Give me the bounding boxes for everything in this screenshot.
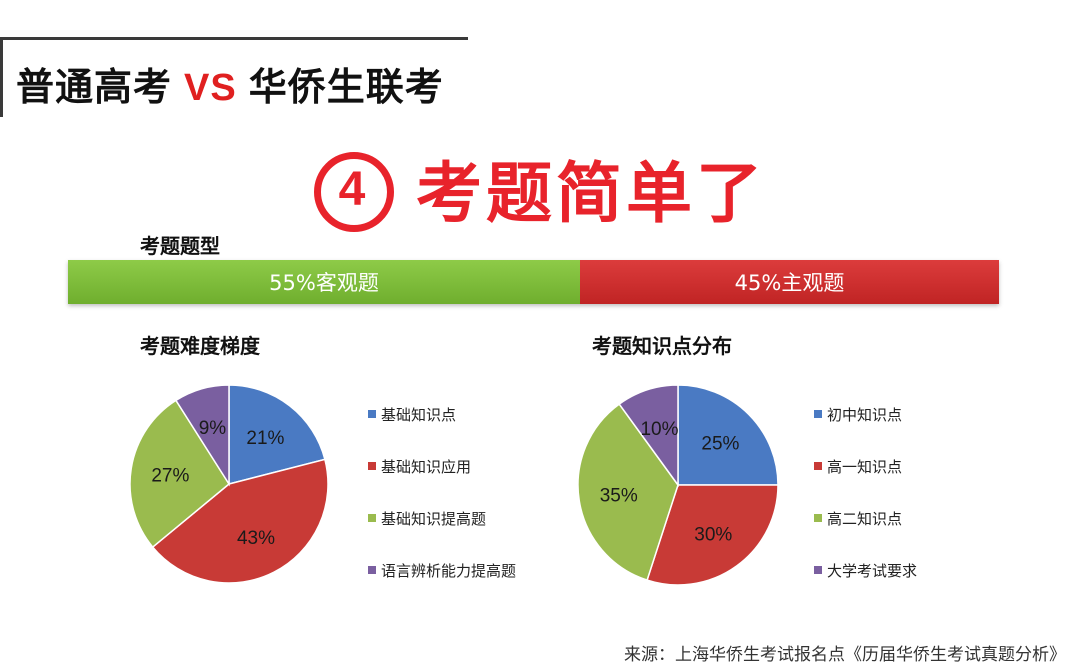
legend-swatch-red	[368, 462, 376, 470]
legend-swatch-red	[814, 462, 822, 470]
pie-slice-label: 27%	[151, 466, 189, 487]
legend-label: 高一知识点	[827, 457, 903, 476]
source-note: 来源：上海华侨生考试报名点《历届华侨生考试真题分析》	[624, 645, 1066, 665]
pie-slice-2	[646, 484, 779, 586]
header-left-rule	[0, 37, 3, 117]
difficulty-pie-chart: 21% 43% 27% 9%	[129, 384, 329, 584]
legend-label: 大学考试要求	[827, 561, 918, 580]
knowledge-legend: 初中知识点 高一知识点 高二知识点 大学考试要求	[814, 388, 917, 596]
headline: 4 考题简单了	[0, 140, 1080, 238]
circled-number: 4	[314, 151, 394, 232]
legend-swatch-purple	[368, 566, 376, 574]
legend-label: 初中知识点	[827, 405, 903, 424]
legend-label: 基础知识点	[381, 405, 457, 424]
knowledge-chart-title: 考题知识点分布	[592, 334, 732, 358]
knowledge-pie-chart: 25% 30% 35% 10%	[577, 384, 779, 586]
pie-slice-4	[174, 384, 230, 487]
legend-item: 初中知识点	[814, 388, 917, 440]
difficulty-chart-title: 考题难度梯度	[140, 334, 260, 358]
pie-slice-label: 21%	[246, 428, 284, 449]
legend-label: 基础知识应用	[381, 457, 472, 476]
question-type-label: 考题题型	[140, 234, 220, 258]
question-type-bar: 55%客观题 45%主观题	[68, 260, 999, 304]
pie-slice-label: 43%	[237, 528, 275, 549]
title-vs: VS	[184, 67, 237, 109]
objective-segment-label: 55%客观题	[269, 271, 379, 295]
subjective-segment: 45%主观题	[580, 260, 999, 304]
legend-swatch-green	[368, 514, 376, 522]
pie-slice-3	[129, 399, 230, 549]
difficulty-legend: 基础知识点 基础知识应用 基础知识提高题 语言辨析能力提高题	[368, 388, 516, 596]
title-right: 华侨生联考	[248, 65, 444, 109]
pie-slice-label: 35%	[600, 485, 638, 506]
legend-item: 高二知识点	[814, 492, 917, 544]
pie-slice-3	[577, 403, 679, 582]
pie-slice-label: 25%	[701, 434, 739, 455]
subjective-segment-label: 45%主观题	[734, 271, 845, 295]
pie-slice-label: 9%	[199, 418, 227, 439]
pie-slice-1	[677, 384, 779, 486]
pie-slice-label: 30%	[694, 525, 732, 546]
headline-text: 考题简单了	[416, 155, 766, 232]
legend-label: 基础知识提高题	[381, 509, 487, 528]
header-rule	[0, 37, 468, 40]
legend-item: 高一知识点	[814, 440, 917, 492]
legend-item: 基础知识应用	[368, 440, 516, 492]
title-left: 普通高考	[16, 65, 173, 109]
legend-swatch-blue	[814, 410, 822, 418]
legend-item: 基础知识提高题	[368, 492, 516, 544]
legend-swatch-green	[814, 514, 822, 522]
legend-swatch-purple	[814, 566, 822, 574]
pie-slice-2	[151, 458, 329, 584]
legend-item: 大学考试要求	[814, 544, 917, 596]
legend-swatch-blue	[368, 410, 376, 418]
legend-label: 高二知识点	[827, 509, 903, 528]
pie-slice-1	[228, 384, 326, 485]
objective-segment: 55%客观题	[68, 260, 581, 304]
pie-slice-label: 10%	[640, 419, 678, 440]
page-title: 普通高考 VS 华侨生联考	[16, 56, 444, 111]
legend-item: 基础知识点	[368, 388, 516, 440]
pie-slice-4	[618, 384, 679, 488]
legend-item: 语言辨析能力提高题	[368, 544, 516, 596]
legend-label: 语言辨析能力提高题	[381, 561, 517, 580]
